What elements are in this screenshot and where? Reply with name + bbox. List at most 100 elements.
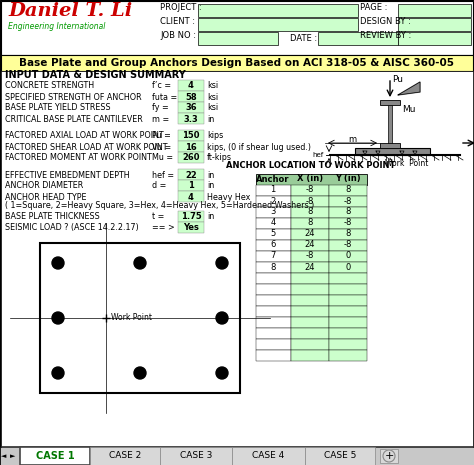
Text: PROJECT :: PROJECT : (160, 4, 201, 13)
Bar (305, 447, 375, 465)
Bar (318, 32, 398, 45)
Text: ( 1=Square, 2=Heavy Square, 3=Hex, 4=Heavy Hex, 5=Hardened Washers ): ( 1=Square, 2=Heavy Square, 3=Hex, 4=Hea… (5, 201, 314, 211)
Circle shape (134, 367, 146, 379)
Text: == >: == > (152, 224, 175, 232)
Bar (1, 71, 473, 446)
Text: Anchor: Anchor (256, 174, 290, 184)
Bar (178, 169, 204, 180)
Text: 16: 16 (185, 142, 197, 152)
Text: ksi: ksi (207, 93, 218, 101)
Text: SEISMIC LOAD ? (ASCE 14.2.2.17): SEISMIC LOAD ? (ASCE 14.2.2.17) (5, 224, 139, 232)
Bar (355, 148, 430, 155)
Text: CONCRETE STRENGTH: CONCRETE STRENGTH (5, 81, 94, 91)
Bar (329, 185, 367, 196)
Text: CRITICAL BASE PLATE CANTILEVER: CRITICAL BASE PLATE CANTILEVER (5, 114, 143, 124)
Bar (291, 273, 329, 284)
Bar (380, 449, 398, 463)
Circle shape (383, 450, 395, 462)
Bar (291, 295, 329, 306)
Text: CASE 3: CASE 3 (180, 452, 212, 460)
Text: FACTORED SHEAR LOAD AT WORK POINT: FACTORED SHEAR LOAD AT WORK POINT (5, 142, 167, 152)
Text: hef =: hef = (152, 171, 174, 179)
Bar (232, 447, 305, 465)
Text: ANCHOR DIAMETER: ANCHOR DIAMETER (5, 181, 83, 191)
Text: PAGE :: PAGE : (360, 4, 387, 13)
Text: INPUT DATA & DESIGN SUMMARY: INPUT DATA & DESIGN SUMMARY (5, 70, 186, 80)
Bar (178, 130, 204, 141)
Text: ANCHOR HEAD TYPE: ANCHOR HEAD TYPE (5, 193, 86, 201)
Circle shape (52, 257, 64, 269)
Bar (329, 251, 367, 262)
Text: 24: 24 (305, 263, 315, 272)
Circle shape (52, 312, 64, 324)
Circle shape (134, 257, 146, 269)
Text: ft-kips: ft-kips (207, 153, 232, 162)
Circle shape (216, 257, 228, 269)
Bar (178, 191, 204, 202)
Bar (178, 113, 204, 124)
Text: 58: 58 (185, 93, 197, 101)
Text: CASE 1: CASE 1 (36, 451, 74, 461)
Text: CLIENT :: CLIENT : (160, 18, 195, 27)
Text: Work  Point: Work Point (385, 159, 428, 167)
Bar (291, 350, 329, 361)
Text: -8: -8 (344, 240, 352, 250)
Bar (1, 55, 473, 71)
Bar (291, 196, 329, 207)
Text: -8: -8 (344, 219, 352, 227)
Bar (398, 18, 471, 31)
Bar (256, 251, 291, 262)
Bar (90, 447, 160, 465)
Text: f’c =: f’c = (152, 81, 171, 91)
Text: d =: d = (152, 181, 166, 191)
Text: -8: -8 (306, 252, 314, 260)
Circle shape (216, 367, 228, 379)
Text: BASE PLATE THICKNESS: BASE PLATE THICKNESS (5, 213, 100, 221)
Bar (329, 207, 367, 218)
Bar (291, 218, 329, 229)
Bar (178, 152, 204, 163)
Bar (291, 262, 329, 273)
Text: kips: kips (207, 132, 223, 140)
Text: m =: m = (152, 114, 169, 124)
Text: 8: 8 (346, 207, 351, 217)
Bar (380, 143, 400, 148)
Bar (291, 240, 329, 251)
Bar (256, 339, 291, 350)
Bar (256, 174, 367, 185)
Bar (329, 262, 367, 273)
Bar (388, 105, 392, 148)
Text: 8: 8 (307, 207, 313, 217)
Bar (256, 218, 291, 229)
Bar (291, 339, 329, 350)
Text: Heavy Hex: Heavy Hex (207, 193, 250, 201)
Bar (178, 80, 204, 91)
Text: 1.75: 1.75 (181, 213, 201, 221)
Text: Mu =: Mu = (152, 153, 173, 162)
Bar (329, 240, 367, 251)
Bar (329, 218, 367, 229)
Text: -8: -8 (306, 197, 314, 206)
Text: t =: t = (152, 213, 164, 221)
Bar (291, 284, 329, 295)
Bar (178, 180, 204, 191)
Text: 6: 6 (270, 240, 276, 250)
Text: ►: ► (10, 453, 16, 459)
Bar (178, 211, 204, 222)
Circle shape (52, 367, 64, 379)
Bar (256, 207, 291, 218)
Bar (0, 447, 474, 465)
Bar (40, 243, 240, 393)
Text: FACTORED MOMENT AT WORK POINT: FACTORED MOMENT AT WORK POINT (5, 153, 152, 162)
Bar (256, 262, 291, 273)
Text: m: m (348, 134, 356, 144)
Bar (291, 317, 329, 328)
Bar (256, 229, 291, 240)
Text: SPECIFIED STRENGTH OF ANCHOR: SPECIFIED STRENGTH OF ANCHOR (5, 93, 142, 101)
Bar (398, 32, 471, 45)
Text: Pu: Pu (392, 75, 403, 85)
Text: DESIGN BY :: DESIGN BY : (360, 18, 411, 27)
Text: Base Plate and Group Anchors Design Based on ACI 318-05 & AISC 360-05: Base Plate and Group Anchors Design Base… (19, 58, 455, 68)
Text: ANCHOR LOCATION TO WORK POINT: ANCHOR LOCATION TO WORK POINT (226, 161, 396, 171)
Text: 1: 1 (188, 181, 194, 191)
